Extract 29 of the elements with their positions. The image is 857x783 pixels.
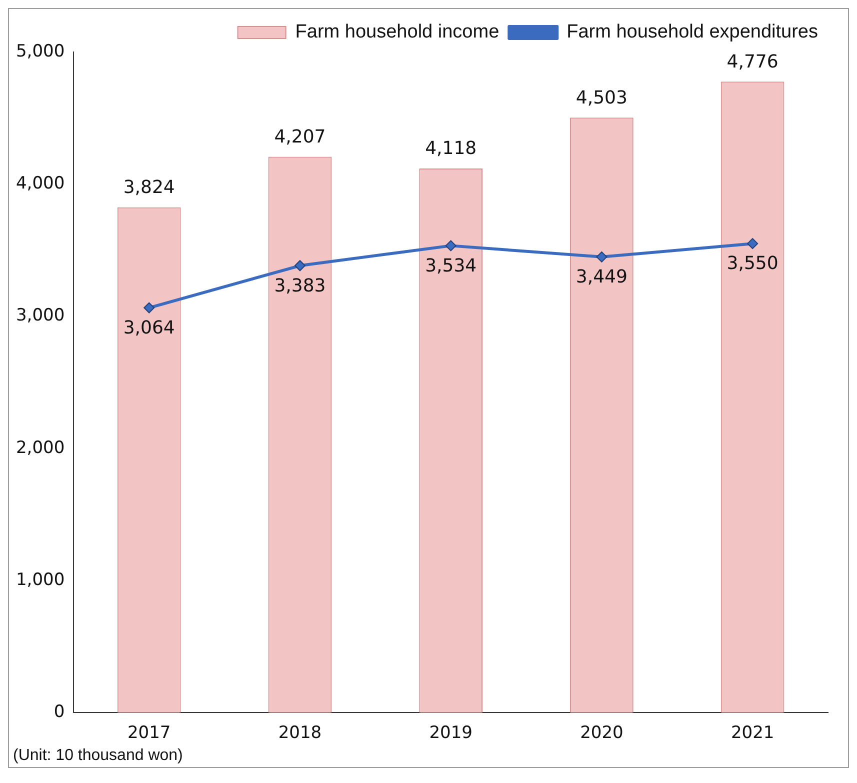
text: (Unit: 10 thousand won) — [12, 747, 184, 766]
x-tick-label: 2018 — [278, 723, 322, 744]
x-tick-label: 2017 — [127, 723, 171, 744]
point — [596, 251, 608, 262]
y-tick-label: 3,000 — [16, 306, 65, 326]
x-tick-label: 2019 — [429, 723, 472, 744]
x-tick-label: 2020 — [580, 723, 624, 744]
data-label: 4,118 — [425, 138, 477, 160]
data-label: 4,503 — [576, 87, 628, 108]
data-label: 4,207 — [274, 126, 326, 148]
data-label: 3,824 — [123, 177, 175, 198]
data-label: 4,776 — [726, 51, 778, 72]
data-label: 3,550 — [726, 253, 778, 274]
point — [747, 238, 758, 250]
data-label: 3,383 — [274, 275, 326, 296]
point — [294, 260, 306, 272]
y-tick-label: 5,000 — [16, 41, 65, 62]
data-label: 3,449 — [576, 266, 628, 288]
x-tick-label: 2021 — [730, 723, 774, 744]
y-tick-label: 0 — [54, 702, 65, 722]
legend-label: Farm household income — [295, 22, 500, 43]
legend-label: Farm household expenditures — [566, 22, 818, 43]
y-tick-label: 2,000 — [16, 438, 65, 458]
data-label: 3,064 — [123, 317, 175, 338]
y-tick-label: 4,000 — [16, 174, 65, 194]
point — [144, 302, 155, 314]
point — [445, 240, 456, 252]
data-label: 3,534 — [425, 255, 477, 276]
y-tick-label: 1,000 — [16, 570, 65, 590]
